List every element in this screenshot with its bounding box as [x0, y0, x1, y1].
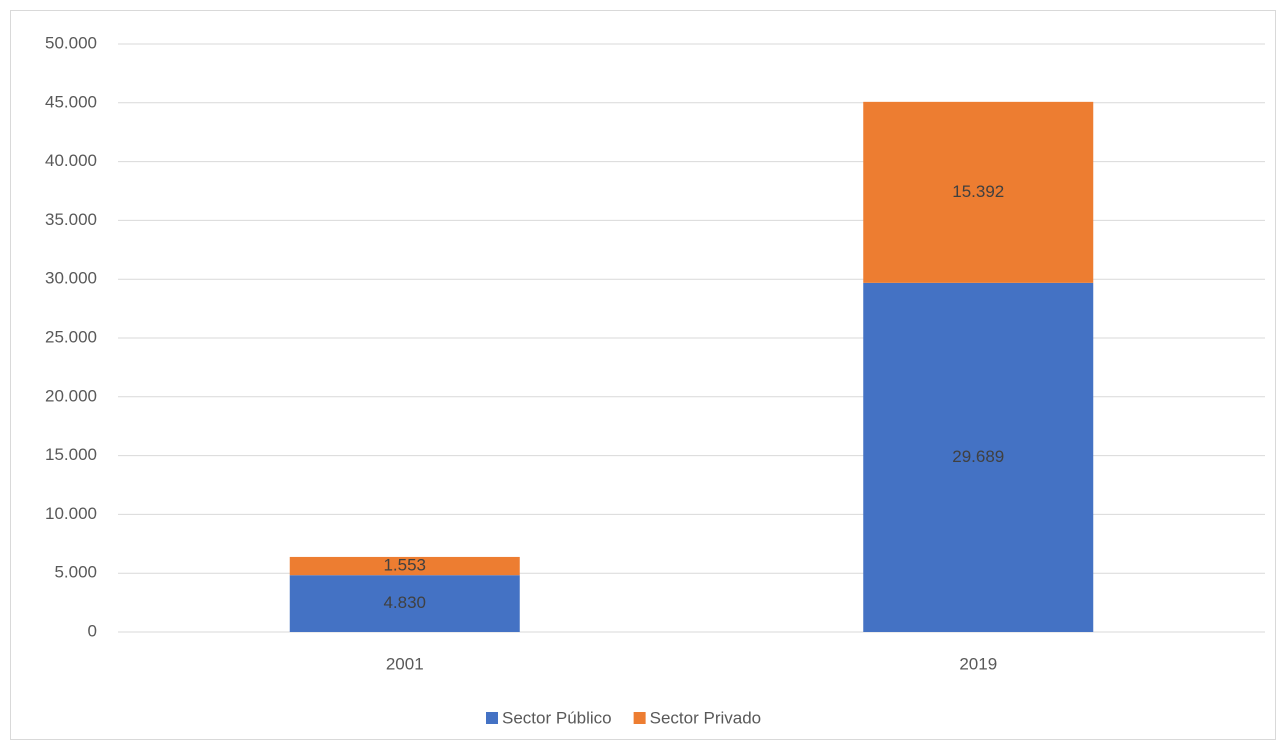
bar-segment — [289, 575, 520, 632]
data-label: 1.553 — [383, 556, 426, 575]
y-tick-label: 10.000 — [45, 504, 97, 523]
y-tick-label: 25.000 — [45, 327, 97, 346]
y-tick-label: 30.000 — [45, 269, 97, 288]
legend-label: Sector Público — [502, 708, 612, 727]
x-tick-label: 2019 — [959, 654, 997, 673]
data-label: 4.830 — [383, 593, 426, 612]
legend-swatch — [486, 712, 498, 724]
y-tick-label: 15.000 — [45, 445, 97, 464]
y-tick-label: 5.000 — [54, 563, 97, 582]
y-tick-label: 45.000 — [45, 92, 97, 111]
legend-swatch — [633, 712, 646, 724]
legend-label: Sector Privado — [650, 708, 762, 727]
y-tick-label: 35.000 — [45, 210, 97, 229]
bar-segment — [863, 101, 1094, 283]
y-tick-label: 0 — [88, 621, 97, 640]
bar-segment — [289, 556, 520, 576]
y-tick-label: 40.000 — [45, 151, 97, 170]
data-label: 15.392 — [952, 182, 1004, 201]
bar-segment — [863, 282, 1094, 632]
data-label: 29.689 — [952, 447, 1004, 466]
y-tick-label: 50.000 — [45, 33, 97, 52]
x-tick-label: 2001 — [386, 654, 424, 673]
y-tick-label: 20.000 — [45, 386, 97, 405]
